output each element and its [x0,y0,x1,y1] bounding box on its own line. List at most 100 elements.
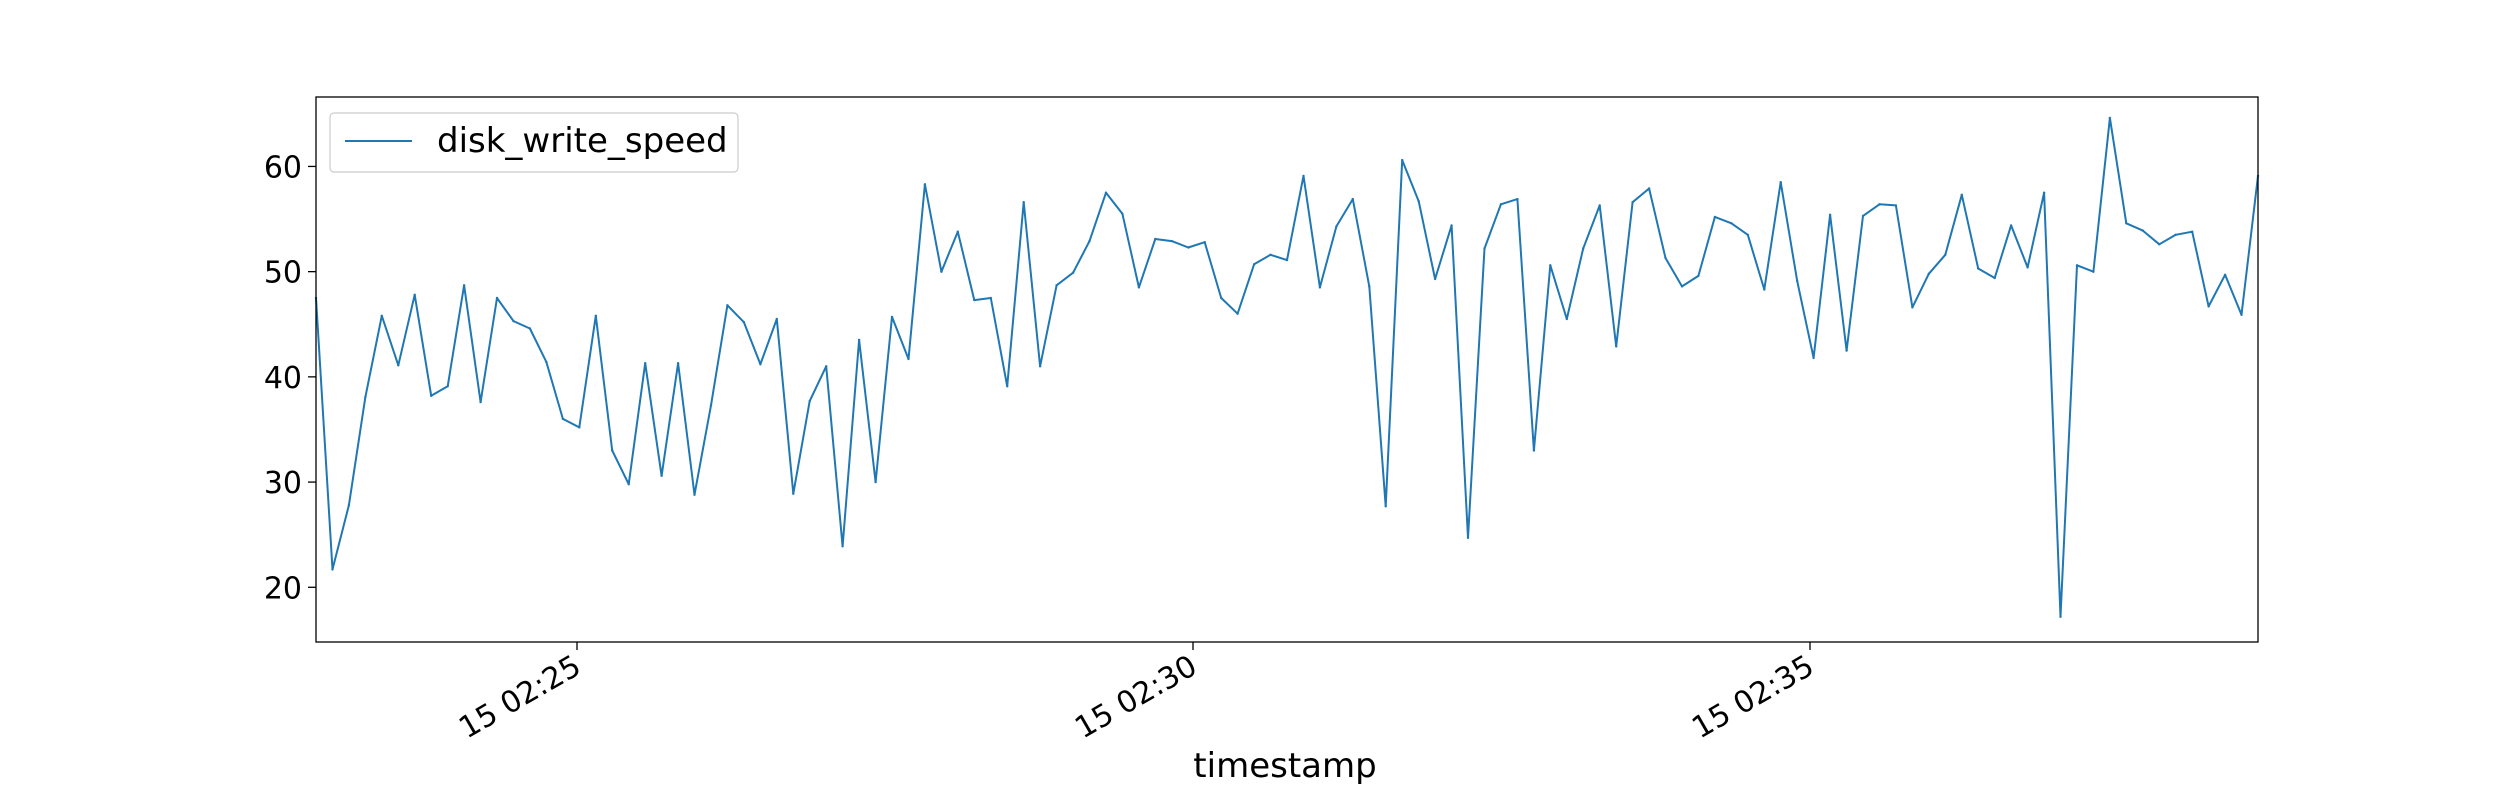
data-point [611,449,614,452]
data-point [1252,263,1256,266]
data-point [759,363,762,366]
data-point [545,360,548,364]
data-point [2075,264,2079,267]
data-point [1911,306,1914,309]
data-point [1203,241,1206,244]
data-point [808,399,811,403]
data-point [1828,213,1832,216]
data-point [2059,615,2062,618]
x-axis: 15 02:25 15 02:30 15 02:35 [453,642,1820,746]
legend-box [329,112,739,173]
data-point [1071,271,1075,274]
data-point [1450,224,1453,227]
data-point [2092,270,2095,273]
data-point [907,357,910,361]
data-point [1285,258,1289,262]
data-point [397,364,400,367]
x-tick-label: 15 02:30 [1069,649,1203,746]
data-point [857,338,861,342]
data-point [347,504,351,507]
data-point [644,362,647,365]
data-point [1549,264,1552,267]
data-point [2240,313,2243,316]
y-tick-label: 40 [264,361,302,396]
data-point [1401,158,1404,162]
y-tick-label: 60 [264,150,302,185]
data-point [2191,230,2194,233]
data-point [874,480,877,484]
data-point [430,394,433,397]
data-point [627,483,630,486]
data-point [2042,191,2046,194]
data-point [1730,222,1733,225]
data-point [1104,191,1108,194]
data-point [2207,305,2210,308]
data-point [1565,317,1569,321]
data-point [693,493,696,496]
data-point [1894,204,1898,207]
data-point [726,304,729,307]
data-point [1812,356,1815,360]
data-point [1631,201,1634,204]
data-point [1713,215,1717,219]
data-point [1861,214,1865,218]
data-point [1796,279,1799,283]
data-point [1532,449,1536,452]
data-point [1680,285,1684,288]
data-point [594,314,597,317]
data-point [1483,247,1486,250]
data-point [561,417,565,421]
y-tick-label: 50 [264,256,302,291]
data-point [1960,193,1964,196]
data-point [1664,256,1667,260]
data-point [413,293,416,296]
legend: disk_write_speed [329,112,739,173]
data-point [1615,345,1618,348]
data-point [1351,197,1355,201]
data-point [512,319,515,323]
data-point [1220,296,1223,300]
data-point [578,426,581,429]
data-point [1697,274,1700,278]
data-point [1022,201,1025,204]
data-point [1088,239,1091,243]
data-point [1927,272,1931,275]
data-point [2125,222,2128,225]
data-point [364,395,367,399]
plot-area [316,97,2258,642]
data-point [479,400,482,404]
data-point [1384,505,1387,508]
data-point [495,296,499,300]
y-tick-label: 30 [264,466,302,501]
data-point [2158,243,2161,246]
series-layer [314,116,2260,618]
data-point [1006,385,1009,388]
data-point [940,270,943,273]
data-point [2141,229,2144,232]
data-point [446,385,449,388]
data-point [528,327,532,330]
data-point [841,545,844,548]
data-point [1368,285,1371,288]
data-point [1269,253,1272,256]
data-point [989,296,992,300]
y-tick-label: 20 [264,571,302,606]
data-point [2009,224,2013,227]
data-point [1499,203,1503,206]
data-point [1746,233,1750,236]
data-point [1417,200,1420,203]
data-point [380,314,383,317]
data-point [792,492,795,495]
data-point [1055,284,1058,287]
data-point [1154,237,1157,241]
legend-label: disk_write_speed [437,121,728,161]
data-point [973,298,976,302]
data-point [1598,204,1601,207]
data-point [825,365,828,368]
data-point [2223,273,2227,276]
plot-frame [315,96,2259,643]
data-point [1121,212,1124,215]
data-point [2174,233,2177,236]
